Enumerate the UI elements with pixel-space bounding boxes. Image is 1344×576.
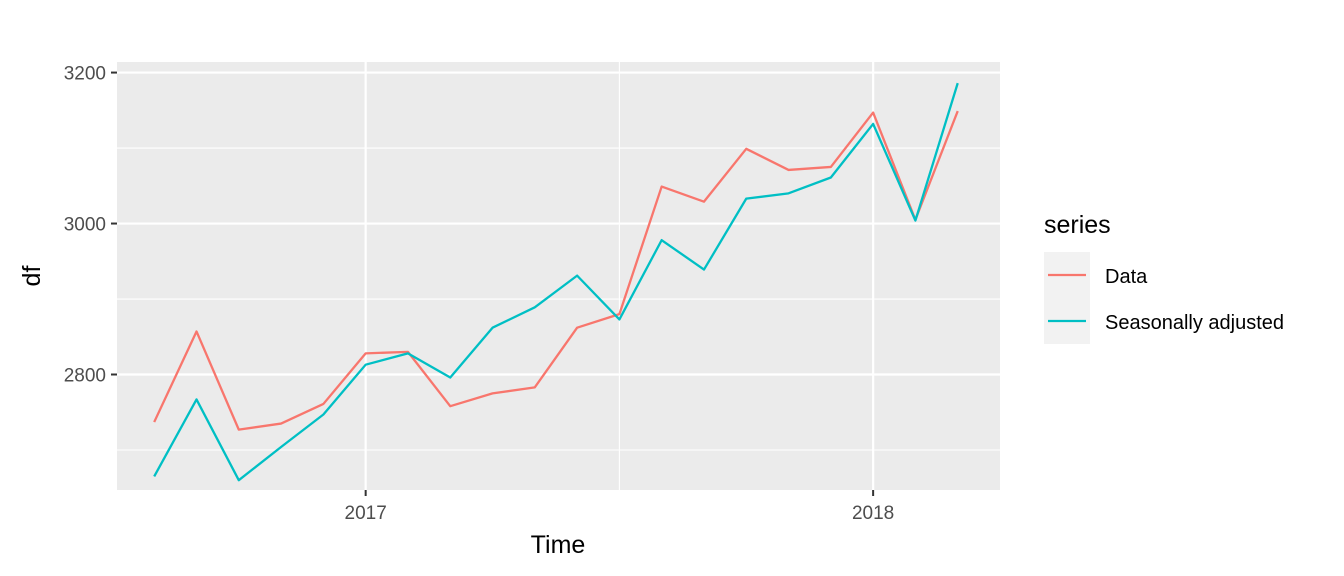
grid-minor bbox=[117, 62, 1000, 490]
series-line-seasonally-adjusted bbox=[153, 82, 959, 482]
legend: series Data Seasonally adjusted bbox=[1044, 211, 1284, 344]
series-line-data bbox=[153, 110, 959, 431]
series-lines bbox=[153, 82, 959, 482]
grid-major bbox=[117, 62, 1000, 490]
y-axis: 2800 3000 3200 bbox=[64, 64, 117, 387]
x-axis: 2017 2018 bbox=[345, 490, 894, 524]
y-tick-label: 3000 bbox=[64, 215, 106, 236]
legend-label-seasonally-adjusted: Seasonally adjusted bbox=[1105, 312, 1284, 334]
y-axis-title: df bbox=[18, 266, 46, 287]
legend-label-data: Data bbox=[1105, 266, 1148, 288]
x-axis-title: Time bbox=[531, 531, 586, 559]
legend-title: series bbox=[1044, 211, 1111, 239]
y-tick-label: 2800 bbox=[64, 366, 106, 387]
y-tick-label: 3200 bbox=[64, 64, 106, 85]
x-tick-label: 2018 bbox=[852, 503, 894, 524]
x-tick-label: 2017 bbox=[345, 503, 387, 524]
plot-panel bbox=[117, 62, 1000, 490]
